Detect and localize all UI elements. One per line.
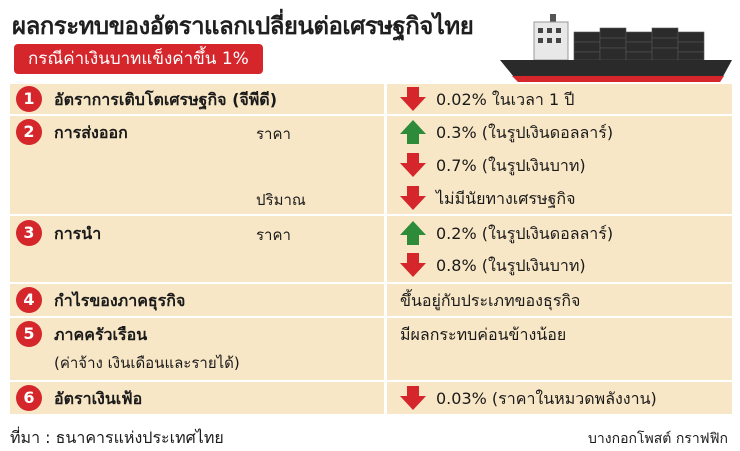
- row-value: 0.8% (ในรูปเงินบาท): [436, 256, 586, 275]
- row-value: 0.3% (ในรูปเงินดอลลาร์): [436, 123, 614, 142]
- row-label: การนำ: [54, 224, 102, 243]
- row-number: 1: [16, 86, 42, 112]
- row-band-6: [10, 382, 732, 414]
- row-number: 6: [16, 385, 42, 411]
- arrow-down-icon: [400, 153, 426, 177]
- arrow-down-icon: [400, 87, 426, 111]
- column-divider: [384, 84, 387, 414]
- row-label: การส่งออก: [54, 123, 128, 142]
- arrow-up-icon: [400, 221, 426, 245]
- page-title: ผลกระทบของอัตราแลกเปลี่ยนต่อเศรษฐกิจไทย: [12, 12, 474, 40]
- row-number: 4: [16, 287, 42, 313]
- sub-label-price: ราคา: [256, 226, 291, 244]
- row-value: มีผลกระทบค่อนข้างน้อย: [400, 325, 567, 344]
- row-band-5: [10, 318, 732, 380]
- row-number: 2: [16, 119, 42, 145]
- source-note: ที่มา : ธนาคารแห่งประเทศไทย: [10, 428, 224, 447]
- arrow-down-icon: [400, 386, 426, 410]
- row-value: ไม่มีนัยทางเศรษฐกิจ: [436, 189, 576, 208]
- row-value: 0.7% (ในรูปเงินบาท): [436, 156, 586, 175]
- arrow-down-icon: [400, 186, 426, 210]
- row-number: 5: [16, 321, 42, 347]
- arrow-up-icon: [400, 120, 426, 144]
- row-label: อัตราเงินเฟ้อ: [54, 389, 143, 408]
- row-value: 0.03% (ราคาในหมวดพลังงาน): [436, 389, 657, 408]
- row-number: 3: [16, 220, 42, 246]
- row-value: ขึ้นอยู่กับประเภทของธุรกิจ: [400, 291, 581, 310]
- row-label: อัตราการเติบโตเศรษฐกิจ (จีพีดี): [54, 90, 278, 109]
- cargo-ship-illustration: [500, 14, 732, 82]
- arrow-down-icon: [400, 253, 426, 277]
- row-band-1: [10, 84, 732, 114]
- graphic-credit: บางกอกโพสต์ กราฟฟิก: [588, 431, 728, 447]
- row-band-4: [10, 284, 732, 316]
- row-value: 0.02% ในเวลา 1 ปี: [436, 90, 575, 109]
- row-note: (ค่าจ้าง เงินเดือนและรายได้): [54, 354, 240, 372]
- subtitle-badge: กรณีค่าเงินบาทแข็งค่าขึ้น 1%: [14, 44, 263, 74]
- sub-label-price: ราคา: [256, 125, 291, 143]
- row-band-3: [10, 216, 732, 282]
- sub-label-volume: ปริมาณ: [256, 191, 306, 209]
- row-band-2: [10, 116, 732, 214]
- row-label: ภาคครัวเรือน: [54, 325, 148, 344]
- row-label: กำไรของภาคธุรกิจ: [54, 291, 186, 310]
- row-value: 0.2% (ในรูปเงินดอลลาร์): [436, 224, 614, 243]
